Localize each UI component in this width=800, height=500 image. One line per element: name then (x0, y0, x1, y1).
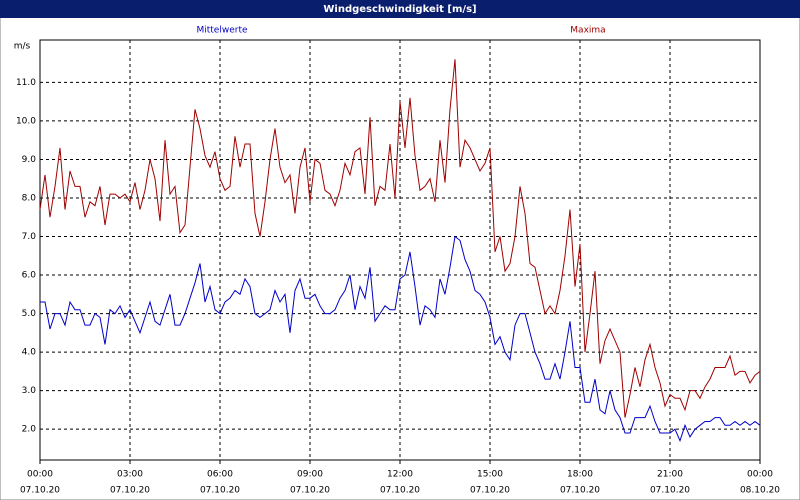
x-tick-label: 12:00 (387, 470, 413, 480)
series-line (39, 59, 761, 418)
chart-title: Windgeschwindigkeit [m/s] (323, 4, 476, 15)
x-tick-date: 07.10.20 (470, 486, 510, 496)
x-tick-date: 07.10.20 (650, 486, 690, 496)
x-tick-date: 07.10.20 (380, 486, 420, 496)
series-line (40, 235, 761, 443)
legend-label: Mittelwerte (196, 26, 247, 36)
x-tick-date: 07.10.20 (20, 486, 60, 496)
x-tick-date: 08.10.20 (740, 486, 780, 496)
y-tick-label: 9.0 (22, 155, 37, 165)
x-tick-label: 15:00 (477, 470, 503, 480)
y-tick-label: 7.0 (22, 232, 37, 242)
y-tick-label: 6.0 (22, 271, 37, 281)
x-tick-label: 00:00 (27, 470, 53, 480)
y-tick-label: 2.0 (22, 425, 37, 435)
y-tick-label: 3.0 (22, 386, 37, 396)
x-tick-label: 00:00 (747, 470, 773, 480)
y-tick-label: 4.0 (22, 348, 37, 358)
x-tick-label: 03:00 (117, 470, 143, 480)
x-tick-label: 21:00 (657, 470, 683, 480)
y-tick-label: 11.0 (16, 78, 36, 88)
y-tick-label: 10.0 (16, 116, 36, 126)
x-tick-label: 09:00 (297, 470, 323, 480)
legend-label: Maxima (570, 26, 605, 36)
y-unit: m/s (14, 42, 31, 52)
y-tick-label: 5.0 (22, 309, 37, 319)
x-tick-date: 07.10.20 (110, 486, 150, 496)
y-tick-label: 8.0 (22, 193, 37, 203)
x-tick-date: 07.10.20 (560, 486, 600, 496)
x-tick-label: 06:00 (207, 470, 233, 480)
x-tick-date: 07.10.20 (200, 486, 240, 496)
x-tick-date: 07.10.20 (290, 486, 330, 496)
x-tick-label: 18:00 (567, 470, 593, 480)
title-bar (0, 0, 800, 18)
